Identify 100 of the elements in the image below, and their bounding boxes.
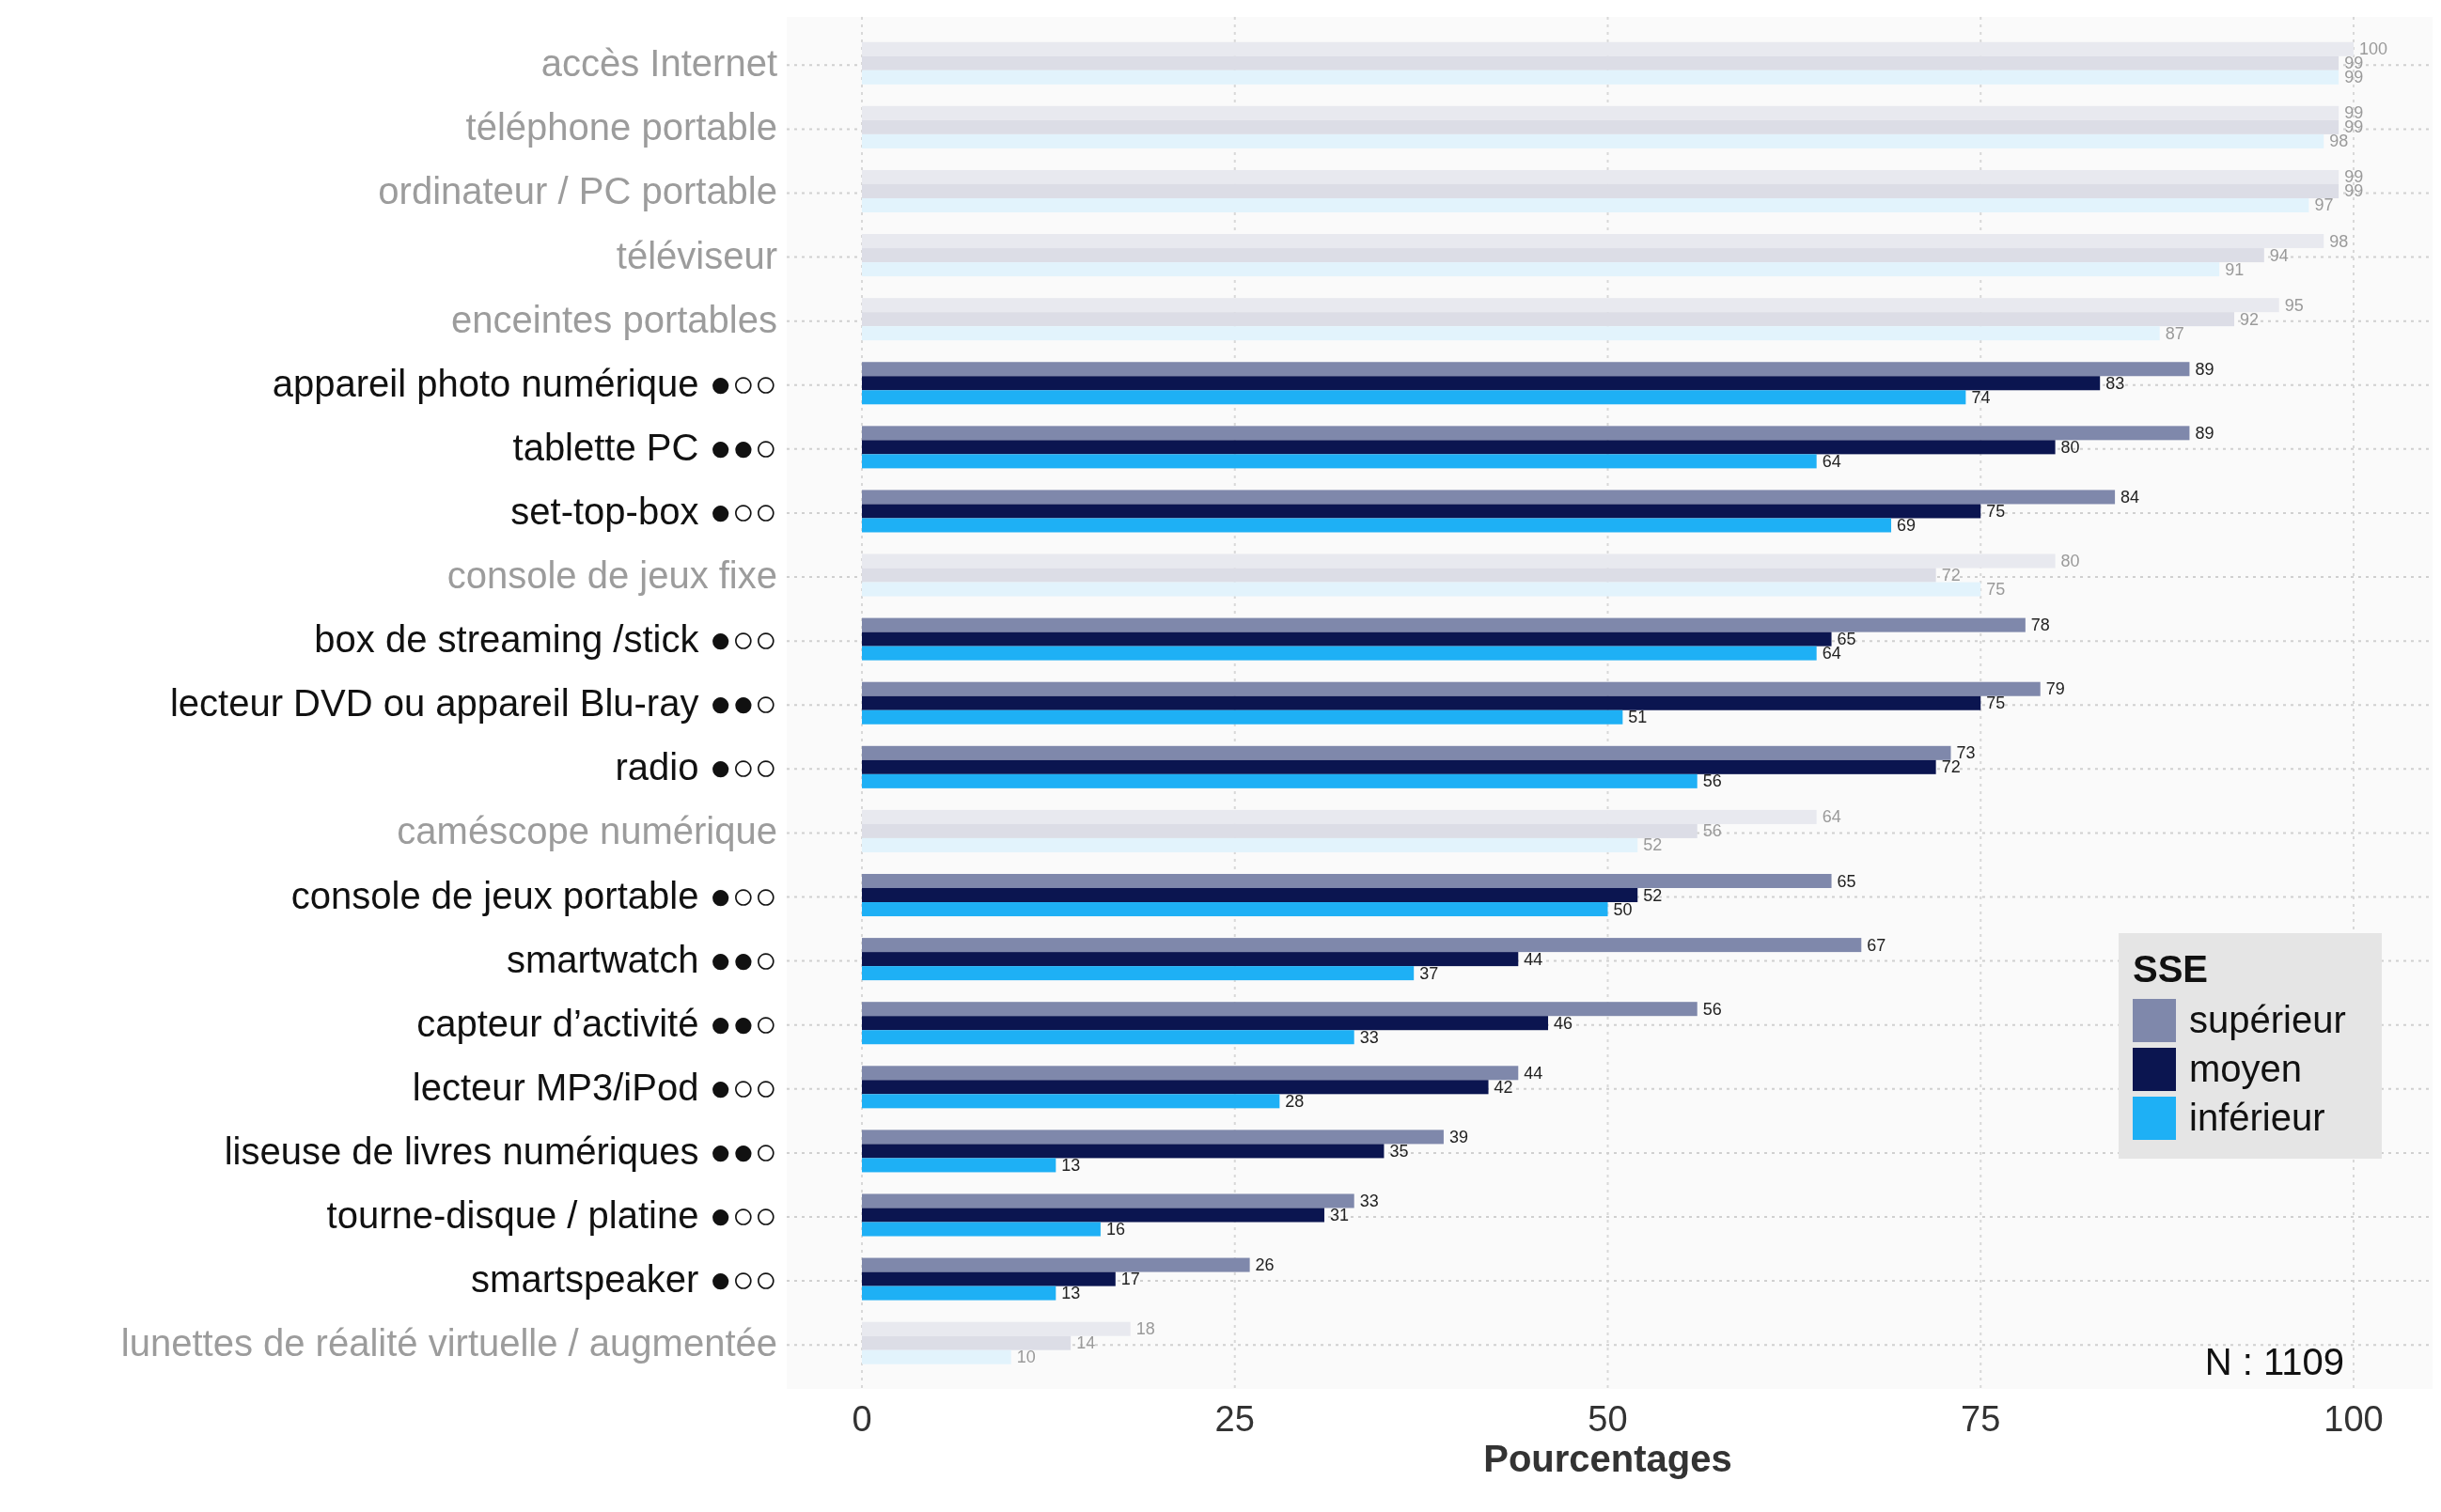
data-label: 31 <box>1329 1206 1349 1224</box>
bar <box>862 837 1638 852</box>
bar <box>862 1271 1116 1286</box>
data-label: 91 <box>2225 259 2245 279</box>
data-label: 94 <box>2269 245 2289 265</box>
data-label: 44 <box>1524 1063 1543 1083</box>
y-tick-label: tourne-disque / platine ●○○ <box>326 1194 777 1236</box>
bar <box>862 70 2339 85</box>
data-label: 37 <box>1419 963 1439 983</box>
bar <box>862 874 1832 889</box>
data-label: 78 <box>2030 616 2050 635</box>
bar <box>862 902 1608 917</box>
data-label: 35 <box>1389 1141 1409 1161</box>
bar <box>862 262 2220 277</box>
bar <box>862 695 1981 710</box>
data-label: 17 <box>1120 1270 1140 1289</box>
x-tick-label: 0 <box>852 1399 872 1439</box>
bar <box>862 631 1832 647</box>
bar <box>862 709 1623 725</box>
data-label: 95 <box>2284 295 2304 315</box>
legend-label: inférieur <box>2189 1097 2325 1138</box>
data-label: 44 <box>1524 949 1543 969</box>
data-label: 10 <box>1016 1348 1036 1367</box>
bar <box>862 1257 1250 1272</box>
data-label: 52 <box>1643 885 1663 905</box>
y-tick-label: set-top-box ●○○ <box>510 490 777 532</box>
bar <box>862 938 1862 953</box>
bar <box>862 426 2190 441</box>
legend-label: supérieur <box>2189 999 2346 1040</box>
data-label: 98 <box>2329 132 2349 151</box>
data-label: 64 <box>1822 451 1841 471</box>
data-label: 89 <box>2195 359 2214 379</box>
y-tick-label: ordinateur / PC portable <box>378 170 777 212</box>
bar <box>862 376 2101 391</box>
bar <box>862 582 1981 597</box>
data-label: 64 <box>1822 644 1841 663</box>
bar <box>862 1144 1385 1159</box>
data-label: 28 <box>1285 1091 1305 1111</box>
data-label: 33 <box>1359 1027 1379 1047</box>
data-label: 69 <box>1897 515 1917 535</box>
data-label: 18 <box>1135 1319 1155 1339</box>
bar <box>862 1016 1549 1031</box>
data-label: 72 <box>1941 757 1961 777</box>
bar <box>862 617 2026 632</box>
data-label: 75 <box>1986 501 2006 521</box>
y-tick-label: lecteur DVD ou appareil Blu-ray ●●○ <box>169 682 777 725</box>
data-label: 26 <box>1255 1255 1275 1275</box>
bar <box>862 1066 1519 1081</box>
data-label: 46 <box>1554 1013 1573 1033</box>
data-label: 92 <box>2240 309 2260 329</box>
y-tick-label: téléphone portable <box>465 106 777 148</box>
bar <box>862 1349 1011 1364</box>
data-label: 13 <box>1061 1284 1081 1303</box>
data-label: 97 <box>2314 195 2334 215</box>
bar <box>862 326 2160 341</box>
x-tick-label: 25 <box>1214 1399 1255 1439</box>
legend-title: SSE <box>2133 948 2209 990</box>
y-tick-label: capteur d’activité ●●○ <box>416 1002 777 1044</box>
y-tick-label: console de jeux portable ●○○ <box>290 874 777 916</box>
legend-label: moyen <box>2189 1048 2303 1089</box>
x-tick-label: 100 <box>2324 1399 2384 1439</box>
y-tick-label: tablette PC ●●○ <box>512 426 777 468</box>
bar <box>862 197 2309 212</box>
data-label: 33 <box>1359 1191 1379 1210</box>
bar <box>862 952 1519 967</box>
data-label: 50 <box>1613 899 1633 919</box>
annotation: N : 1109 <box>2204 1341 2344 1382</box>
x-tick-label: 50 <box>1588 1399 1628 1439</box>
bar <box>862 1030 1354 1045</box>
data-label: 51 <box>1628 708 1648 727</box>
data-label: 89 <box>2195 423 2214 443</box>
data-label: 74 <box>1971 387 1991 407</box>
data-label: 98 <box>2329 231 2349 251</box>
x-axis-title: Pourcentages <box>1483 1438 1732 1479</box>
bar <box>862 646 1817 661</box>
bar <box>862 504 1981 519</box>
bar <box>862 490 2116 505</box>
bar <box>862 888 1638 903</box>
y-tick-label: accès Internet <box>540 42 777 85</box>
bar <box>862 518 1892 533</box>
y-tick-label: caméscope numérique <box>397 810 777 852</box>
bar <box>862 1094 1280 1109</box>
data-label: 52 <box>1643 835 1663 855</box>
bar <box>862 362 2190 377</box>
bar <box>862 1286 1056 1301</box>
bar <box>862 1130 1444 1145</box>
bar <box>862 1002 1698 1017</box>
data-label: 79 <box>2045 679 2065 699</box>
data-label: 14 <box>1076 1333 1096 1353</box>
bar <box>862 745 1951 760</box>
y-tick-label: téléviseur <box>616 234 777 276</box>
y-tick-label: box de streaming /stick ●○○ <box>314 618 777 661</box>
bar <box>862 759 1936 774</box>
bar <box>862 1208 1324 1223</box>
y-tick-label: lunettes de réalité virtuelle / augmentée <box>120 1322 777 1364</box>
data-label: 75 <box>1986 694 2006 713</box>
data-label: 83 <box>2105 373 2125 393</box>
bar <box>862 133 2324 148</box>
bar <box>862 773 1698 788</box>
data-label: 75 <box>1986 580 2006 600</box>
